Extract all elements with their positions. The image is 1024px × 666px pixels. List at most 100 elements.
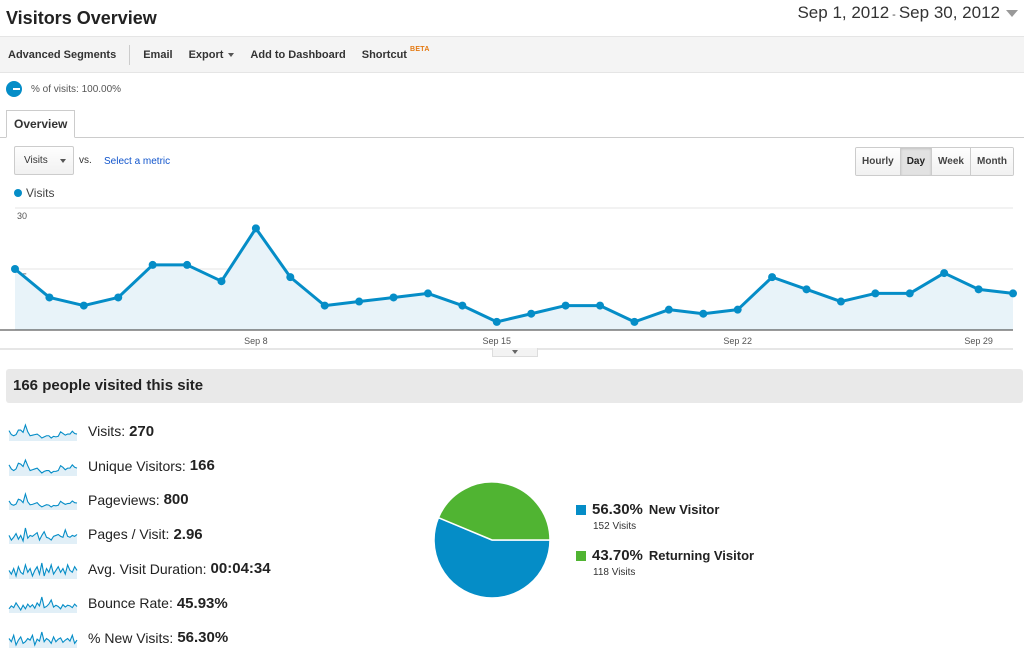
segment-pie-icon — [6, 81, 22, 97]
visits-data-point[interactable] — [45, 293, 54, 302]
visits-data-point[interactable] — [664, 305, 673, 314]
report-toolbar: Advanced Segments Email Export Add to Da… — [0, 36, 1024, 73]
metrics-list: Visits: 270 Unique Visitors: 166 Pageviews: 8… — [8, 414, 271, 655]
metric-label: Pageviews: — [88, 491, 160, 508]
sparkline-icon — [8, 528, 78, 545]
report-tabs: Overview — [0, 110, 1024, 138]
visits-data-point[interactable] — [596, 301, 605, 310]
date-range-picker[interactable]: Sep 1, 2012 - Sep 30, 2012 — [797, 3, 1018, 23]
x-tick-label: Sep 15 — [483, 336, 512, 346]
visits-data-point[interactable] — [802, 285, 811, 294]
visits-data-point[interactable] — [79, 301, 88, 310]
visits-data-point[interactable] — [768, 273, 777, 282]
visits-data-point[interactable] — [114, 293, 123, 302]
metric-row[interactable]: Visits: 270 — [8, 414, 271, 448]
date-start: Sep 1, 2012 — [797, 3, 890, 22]
sparkline-icon — [8, 423, 78, 442]
pie-legend-percent: 56.30% — [592, 501, 643, 518]
chevron-down-icon — [228, 52, 235, 57]
pie-legend-item: 56.30% New Visitor 152 Visits — [576, 501, 719, 532]
chevron-down-icon — [59, 158, 66, 163]
metric-selector[interactable]: Visits — [14, 146, 74, 175]
visits-data-point[interactable] — [217, 277, 226, 286]
summary-heading: 166 people visited this site — [6, 369, 1023, 403]
segment-indicator[interactable]: % of visits: 100.00% — [6, 81, 121, 97]
metric-value: 166 — [189, 457, 215, 475]
visits-data-point[interactable] — [836, 297, 845, 306]
sparkline-icon — [8, 631, 78, 648]
metric-value: 270 — [129, 422, 155, 440]
metric-row[interactable]: Pages / Visit: 2.96 — [8, 517, 271, 551]
pie-legend-name: Returning Visitor — [648, 548, 755, 563]
pie-slice[interactable] — [433, 516, 551, 599]
visits-data-point[interactable] — [871, 289, 880, 298]
visits-data-point[interactable] — [940, 269, 949, 278]
vs-label: vs. — [79, 155, 92, 166]
metric-value: 00:04:34 — [210, 560, 271, 578]
visits-data-point[interactable] — [974, 285, 983, 294]
granularity-week-button[interactable]: Week — [932, 148, 971, 175]
visits-data-point[interactable] — [458, 301, 467, 310]
visits-data-point[interactable] — [905, 289, 914, 298]
x-tick-label: Sep 8 — [244, 336, 268, 346]
email-button[interactable]: Email — [143, 48, 173, 61]
export-button[interactable]: Export — [181, 49, 243, 61]
legend-swatch — [576, 504, 586, 515]
metric-label: % New Visits: — [88, 629, 174, 646]
visits-data-point[interactable] — [251, 224, 260, 233]
chevron-down-icon — [512, 350, 518, 354]
metric-label: Pages / Visit: — [88, 526, 170, 543]
granularity-hourly-button[interactable]: Hourly — [856, 148, 901, 175]
pie-slice[interactable] — [437, 481, 551, 541]
visits-data-point[interactable] — [630, 317, 639, 326]
metric-selector-label: Visits — [24, 155, 48, 166]
visits-data-point[interactable] — [423, 289, 432, 298]
metric-value: 45.93% — [176, 594, 228, 612]
legend-swatch — [576, 550, 586, 561]
visits-data-point[interactable] — [286, 273, 295, 282]
tab-overview[interactable]: Overview — [6, 110, 76, 138]
visits-data-point[interactable] — [733, 305, 742, 314]
export-label: Export — [188, 48, 224, 61]
shortcut-button[interactable]: Shortcut BETA — [354, 46, 438, 61]
metric-row[interactable]: % New Visits: 56.30% — [8, 620, 271, 654]
pie-legend-name: New Visitor — [648, 502, 720, 517]
segment-label: % of visits: 100.00% — [31, 83, 122, 95]
visits-data-point[interactable] — [1009, 289, 1017, 298]
chevron-down-icon — [1006, 9, 1018, 17]
metric-row[interactable]: Bounce Rate: 45.93% — [8, 586, 271, 620]
x-tick-label: Sep 22 — [723, 336, 752, 346]
add-to-dashboard-button[interactable]: Add to Dashboard — [250, 48, 346, 61]
page-title: Visitors Overview — [6, 8, 157, 28]
visits-series-line — [14, 226, 1014, 324]
visits-data-point[interactable] — [389, 293, 398, 302]
advanced-segments-button[interactable]: Advanced Segments — [8, 48, 117, 61]
beta-badge: BETA — [409, 46, 430, 53]
visits-data-point[interactable] — [527, 309, 536, 318]
visits-data-point[interactable] — [355, 297, 364, 306]
pie-legend-percent: 43.70% — [592, 547, 643, 564]
visits-area-fill — [15, 228, 1013, 330]
visits-data-point[interactable] — [11, 265, 19, 273]
metric-row[interactable]: Pageviews: 800 — [8, 483, 271, 517]
granularity-month-button[interactable]: Month — [971, 148, 1013, 175]
granularity-day-button[interactable]: Day — [900, 148, 933, 175]
visits-data-point[interactable] — [320, 301, 329, 310]
visits-data-point[interactable] — [561, 301, 570, 310]
y-tick-label: 30 — [17, 211, 27, 221]
sparkline-icon — [8, 562, 78, 579]
shortcut-label: Shortcut — [361, 48, 407, 61]
visits-data-point[interactable] — [183, 260, 192, 269]
metric-value: 56.30% — [177, 629, 229, 647]
metric-label: Avg. Visit Duration: — [88, 560, 207, 577]
select-metric-link[interactable]: Select a metric — [104, 156, 171, 167]
pie-legend-item: 43.70% Returning Visitor 118 Visits — [576, 547, 754, 578]
visits-data-point[interactable] — [699, 309, 708, 318]
visits-data-point[interactable] — [148, 260, 157, 269]
chart-expand-handle[interactable] — [492, 348, 538, 357]
visits-data-point[interactable] — [492, 317, 501, 326]
pie-legend-visits: 118 Visits — [593, 567, 636, 578]
metric-row[interactable]: Avg. Visit Duration: 00:04:34 — [8, 552, 271, 586]
metric-row[interactable]: Unique Visitors: 166 — [8, 448, 271, 482]
